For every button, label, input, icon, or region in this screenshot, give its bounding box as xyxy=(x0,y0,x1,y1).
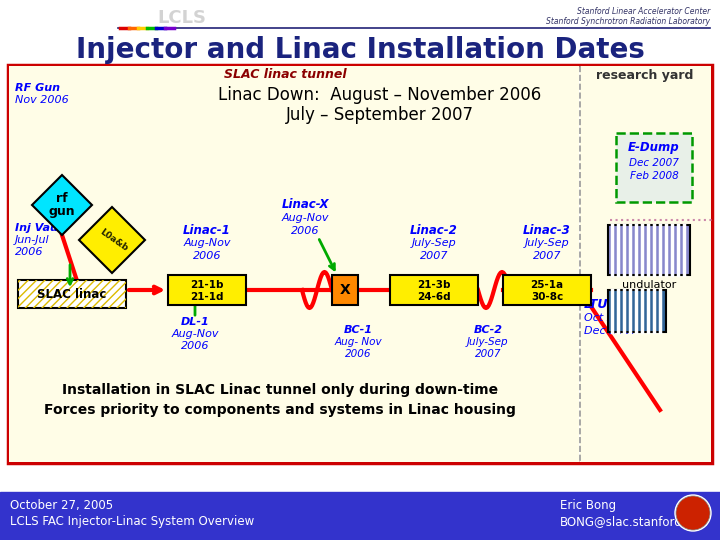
Text: Aug-Nov: Aug-Nov xyxy=(171,329,219,339)
Text: L0a&b: L0a&b xyxy=(98,227,130,253)
FancyBboxPatch shape xyxy=(332,275,358,305)
Text: 2007: 2007 xyxy=(533,251,562,261)
Text: Feb 2008: Feb 2008 xyxy=(629,171,678,181)
Bar xyxy=(8,65,712,463)
Text: Linac-2: Linac-2 xyxy=(410,224,458,237)
Text: BONG@slac.stanford.edu: BONG@slac.stanford.edu xyxy=(560,516,708,529)
Text: 25-1a: 25-1a xyxy=(531,280,564,290)
Text: Inj Vault: Inj Vault xyxy=(15,223,67,233)
Text: 21-3b: 21-3b xyxy=(418,280,451,290)
Bar xyxy=(580,66,711,462)
Bar xyxy=(0,492,720,540)
Text: 2006: 2006 xyxy=(193,251,221,261)
Text: Eric Bong: Eric Bong xyxy=(560,498,616,511)
FancyBboxPatch shape xyxy=(503,275,591,305)
Text: X: X xyxy=(340,283,351,297)
Text: July – September 2007: July – September 2007 xyxy=(286,106,474,124)
Text: 21-1d: 21-1d xyxy=(190,292,224,302)
Text: 24-6d: 24-6d xyxy=(417,292,451,302)
Text: Jun-Jul: Jun-Jul xyxy=(15,235,50,245)
Text: Stanford Linear Accelerator Center: Stanford Linear Accelerator Center xyxy=(577,8,710,17)
Text: Linac Down:  August – November 2006: Linac Down: August – November 2006 xyxy=(218,86,541,104)
Polygon shape xyxy=(79,207,145,273)
Text: Nov 2006: Nov 2006 xyxy=(15,95,68,105)
Text: LCLS FAC Injector-Linac System Overview: LCLS FAC Injector-Linac System Overview xyxy=(10,516,254,529)
Text: 2007: 2007 xyxy=(420,251,449,261)
Text: Dec 2007: Dec 2007 xyxy=(629,158,679,168)
Circle shape xyxy=(676,496,710,530)
Text: July-Sep: July-Sep xyxy=(467,337,509,347)
Text: LTU: LTU xyxy=(584,299,608,312)
Text: DL-1: DL-1 xyxy=(181,317,210,327)
Text: 21-1b: 21-1b xyxy=(190,280,224,290)
Text: E-Dump: E-Dump xyxy=(628,141,680,154)
Bar xyxy=(9,66,579,462)
Text: research yard: research yard xyxy=(596,69,693,82)
FancyBboxPatch shape xyxy=(390,275,478,305)
Text: Linac-1: Linac-1 xyxy=(183,224,231,237)
Text: rf: rf xyxy=(56,192,68,206)
FancyBboxPatch shape xyxy=(608,225,690,275)
Text: 2006: 2006 xyxy=(291,226,319,236)
Text: gun: gun xyxy=(49,206,76,219)
Text: Linac-3: Linac-3 xyxy=(523,224,571,237)
Polygon shape xyxy=(32,175,92,235)
Text: 2007: 2007 xyxy=(474,349,501,359)
Text: Installation in SLAC Linac tunnel only during down-time: Installation in SLAC Linac tunnel only d… xyxy=(62,383,498,397)
FancyBboxPatch shape xyxy=(18,280,126,308)
Text: 2006: 2006 xyxy=(181,341,210,351)
Text: BC-1: BC-1 xyxy=(343,325,372,335)
Text: RF Gun: RF Gun xyxy=(15,83,60,93)
Text: October 27, 2005: October 27, 2005 xyxy=(10,498,113,511)
Text: Aug-Nov: Aug-Nov xyxy=(282,213,329,223)
Text: July-Sep: July-Sep xyxy=(412,238,456,248)
Text: July-Sep: July-Sep xyxy=(525,238,570,248)
Circle shape xyxy=(675,495,711,531)
Text: SLAC linac tunnel: SLAC linac tunnel xyxy=(224,69,346,82)
FancyBboxPatch shape xyxy=(168,275,246,305)
Bar xyxy=(0,0,720,62)
Text: LCLS: LCLS xyxy=(158,9,207,27)
Text: Stanford Synchrotron Radiation Laboratory: Stanford Synchrotron Radiation Laborator… xyxy=(546,17,710,26)
Text: Linac-X: Linac-X xyxy=(282,199,329,212)
Text: 30-8c: 30-8c xyxy=(531,292,563,302)
Text: SLAC linac: SLAC linac xyxy=(37,287,107,300)
Text: Oct 2007: Oct 2007 xyxy=(584,313,635,323)
Text: Dec 2007: Dec 2007 xyxy=(584,326,638,336)
Text: Aug- Nov: Aug- Nov xyxy=(334,337,382,347)
Text: undulator: undulator xyxy=(622,280,676,290)
Text: 2006: 2006 xyxy=(345,349,372,359)
Text: BC-2: BC-2 xyxy=(474,325,503,335)
Text: 2006: 2006 xyxy=(15,247,43,257)
Text: Forces priority to components and systems in Linac housing: Forces priority to components and system… xyxy=(44,403,516,417)
Text: Aug-Nov: Aug-Nov xyxy=(184,238,230,248)
Text: Injector and Linac Installation Dates: Injector and Linac Installation Dates xyxy=(76,36,644,64)
FancyBboxPatch shape xyxy=(616,133,692,202)
FancyBboxPatch shape xyxy=(608,290,666,332)
